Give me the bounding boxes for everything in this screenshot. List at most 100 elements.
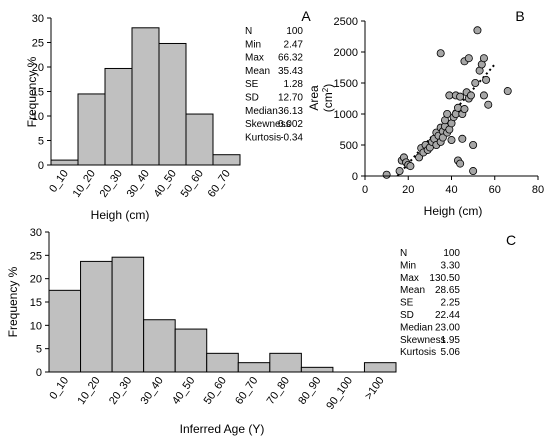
stat-label: Median bbox=[245, 106, 278, 117]
stat-label: Kurtosis bbox=[400, 347, 436, 358]
stat-value: 2.25 bbox=[441, 298, 461, 309]
scatter-point bbox=[456, 159, 465, 168]
panel-a-ylabel: Frequency % bbox=[25, 56, 39, 127]
stat-label: SE bbox=[245, 79, 259, 90]
y-tick-label: 15 bbox=[32, 87, 44, 99]
stat-label: Skewness bbox=[245, 119, 291, 130]
histogram-bar bbox=[185, 113, 214, 166]
stat-label: Min bbox=[245, 39, 261, 50]
histogram-bar bbox=[104, 67, 133, 166]
stat-label: Kurtosis bbox=[245, 132, 281, 143]
scatter-point bbox=[503, 87, 512, 96]
histogram-bar bbox=[131, 27, 160, 166]
y-tick-label: 30 bbox=[30, 227, 42, 239]
y-tick-label: 5 bbox=[38, 136, 44, 148]
x-tick-label: 80_90 bbox=[296, 375, 323, 407]
histogram-bar bbox=[111, 256, 145, 373]
x-tick-label: 20_30 bbox=[107, 375, 134, 407]
y-tick-label: 5 bbox=[36, 344, 42, 356]
stat-value: 22.44 bbox=[435, 310, 460, 321]
scatter-point bbox=[443, 110, 452, 119]
stat-value: 1.95 bbox=[441, 335, 461, 346]
x-tick-label: 30_40 bbox=[125, 168, 152, 200]
histogram-bar bbox=[300, 366, 334, 373]
stat-value: 28.65 bbox=[435, 285, 460, 296]
scatter-point bbox=[436, 49, 445, 58]
panel-c-histogram: 0 5 10 15 20 25 30 0_10 10_20 20_30 30_40 40_50 50_… bbox=[6, 227, 516, 436]
x-tick-label: 60_70 bbox=[233, 375, 260, 407]
y-tick-label: 2000 bbox=[334, 47, 358, 59]
stat-label: SE bbox=[400, 298, 414, 309]
histogram-bar bbox=[237, 362, 271, 373]
scatter-point bbox=[447, 136, 456, 145]
scatter-point bbox=[482, 75, 491, 84]
stat-value: 36.13 bbox=[278, 106, 303, 117]
scatter-point bbox=[453, 103, 462, 112]
stat-value: 0.002 bbox=[278, 119, 303, 130]
x-tick-label: 50_60 bbox=[179, 168, 206, 200]
scatter-point bbox=[415, 153, 424, 162]
stat-label: Mean bbox=[400, 285, 425, 296]
histogram-bar bbox=[80, 260, 113, 373]
scatter-point bbox=[469, 140, 478, 149]
scatter-point bbox=[464, 54, 473, 63]
histogram-bar bbox=[174, 328, 208, 373]
stat-label: Skewness bbox=[400, 335, 446, 346]
scatter-point bbox=[458, 134, 467, 143]
y-tick-label: 20 bbox=[32, 62, 44, 74]
scatter-point bbox=[471, 79, 480, 88]
stat-value: 1.28 bbox=[284, 79, 304, 90]
x-tick-label: 40 bbox=[445, 184, 457, 196]
panel-c-letter: C bbox=[506, 232, 516, 248]
stat-value: 100 bbox=[443, 248, 460, 259]
y-tick-label: 1000 bbox=[334, 109, 358, 121]
stat-label: SD bbox=[400, 310, 414, 321]
y-tick-label: 25 bbox=[32, 38, 44, 50]
panel-b-ylabel-unit: (cm2) bbox=[321, 84, 335, 112]
y-tick-label: 30 bbox=[32, 13, 44, 25]
y-tick-label: 500 bbox=[340, 140, 358, 152]
scatter-point bbox=[460, 105, 469, 114]
x-tick-label: 60_70 bbox=[206, 168, 233, 200]
x-tick-label: >100 bbox=[363, 375, 387, 402]
x-tick-label: 0 bbox=[362, 184, 368, 196]
scatter-point bbox=[438, 133, 447, 142]
stat-value: 12.70 bbox=[278, 93, 303, 104]
scatter-point bbox=[466, 91, 475, 100]
x-tick-label: 50_60 bbox=[202, 375, 229, 407]
stat-label: SD bbox=[245, 93, 259, 104]
stat-value: -0.34 bbox=[280, 132, 303, 143]
y-tick-label: 10 bbox=[30, 320, 42, 332]
x-tick-label: 20 bbox=[402, 184, 414, 196]
y-tick-label: 20 bbox=[30, 274, 42, 286]
histogram-bar bbox=[363, 362, 397, 373]
stat-value: 2.47 bbox=[284, 39, 304, 50]
panel-a-histogram: 0 5 10 15 20 25 30 0_10 10_20 20_30 30_40 40_50 50_… bbox=[25, 8, 311, 222]
histogram-bar bbox=[48, 289, 82, 373]
y-tick-label: 0 bbox=[36, 367, 42, 379]
x-tick-label: 30_40 bbox=[138, 375, 165, 407]
y-tick-label: 0 bbox=[352, 171, 358, 183]
stat-value: 100 bbox=[286, 26, 303, 37]
stat-label: Min bbox=[400, 260, 416, 271]
panel-c-xlabel: Inferred Age (Y) bbox=[180, 422, 265, 436]
panel-b-letter: B bbox=[515, 8, 524, 24]
x-tick-label: 80 bbox=[532, 184, 544, 196]
scatter-point bbox=[473, 26, 482, 35]
panel-b-xlabel: Heigh (cm) bbox=[424, 204, 483, 218]
stat-value: 5.06 bbox=[441, 347, 461, 358]
stat-label: N bbox=[245, 26, 252, 37]
panel-b-ylabel-main: Area bbox=[307, 85, 321, 111]
panel-a-xlabel: Heigh (cm) bbox=[91, 208, 150, 222]
y-tick-label: 0 bbox=[38, 160, 44, 172]
scatter-point bbox=[484, 100, 493, 109]
y-tick-label: 1500 bbox=[334, 78, 358, 90]
x-tick-label: 0_10 bbox=[47, 168, 71, 195]
panel-c-ylabel: Frequency % bbox=[6, 266, 20, 337]
x-tick-label: 40_50 bbox=[170, 375, 197, 407]
histogram-bar bbox=[77, 93, 106, 166]
x-tick-label: 60 bbox=[489, 184, 501, 196]
panel-b-scatter: 0 500 1000 1500 2000 2500 0 20 40 60 80 Area (cm2… bbox=[307, 8, 544, 218]
stat-value: 23.00 bbox=[435, 322, 460, 333]
